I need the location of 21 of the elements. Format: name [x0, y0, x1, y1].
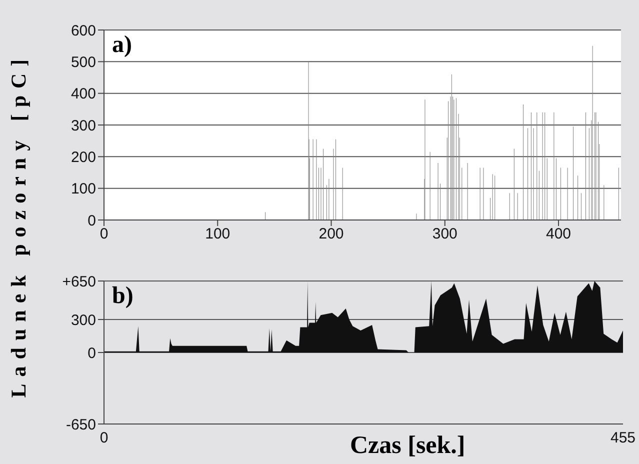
x-tick-label: 0 — [100, 226, 108, 243]
y-tick-label: 300 — [70, 312, 96, 329]
y-tick-label: 100 — [70, 180, 96, 198]
y-tick-label: 400 — [70, 86, 96, 103]
y-tick-label: 300 — [70, 117, 96, 134]
y-tick-label: 200 — [70, 148, 96, 166]
y-tick-label: 500 — [70, 54, 96, 71]
x-tick-label: 300 — [432, 226, 458, 243]
y-axis-title: Ladunek pozorny [pC] — [6, 52, 32, 398]
y-tick-label: 0 — [88, 344, 96, 362]
y-tick-label: +650 — [62, 273, 96, 290]
x-tick-label: 100 — [205, 226, 230, 243]
x-tick-label: 455 — [610, 430, 636, 447]
chart-title: b) — [112, 283, 134, 310]
x-axis-title: Czas [sek.] — [350, 432, 466, 460]
y-tick-label: 0 — [88, 212, 96, 230]
y-tick-label: 600 — [70, 22, 96, 40]
y-tick-label: -650 — [66, 416, 96, 434]
x-tick-label: 400 — [546, 226, 572, 243]
chart-title: a) — [112, 32, 132, 59]
x-tick-label: 200 — [318, 226, 344, 243]
